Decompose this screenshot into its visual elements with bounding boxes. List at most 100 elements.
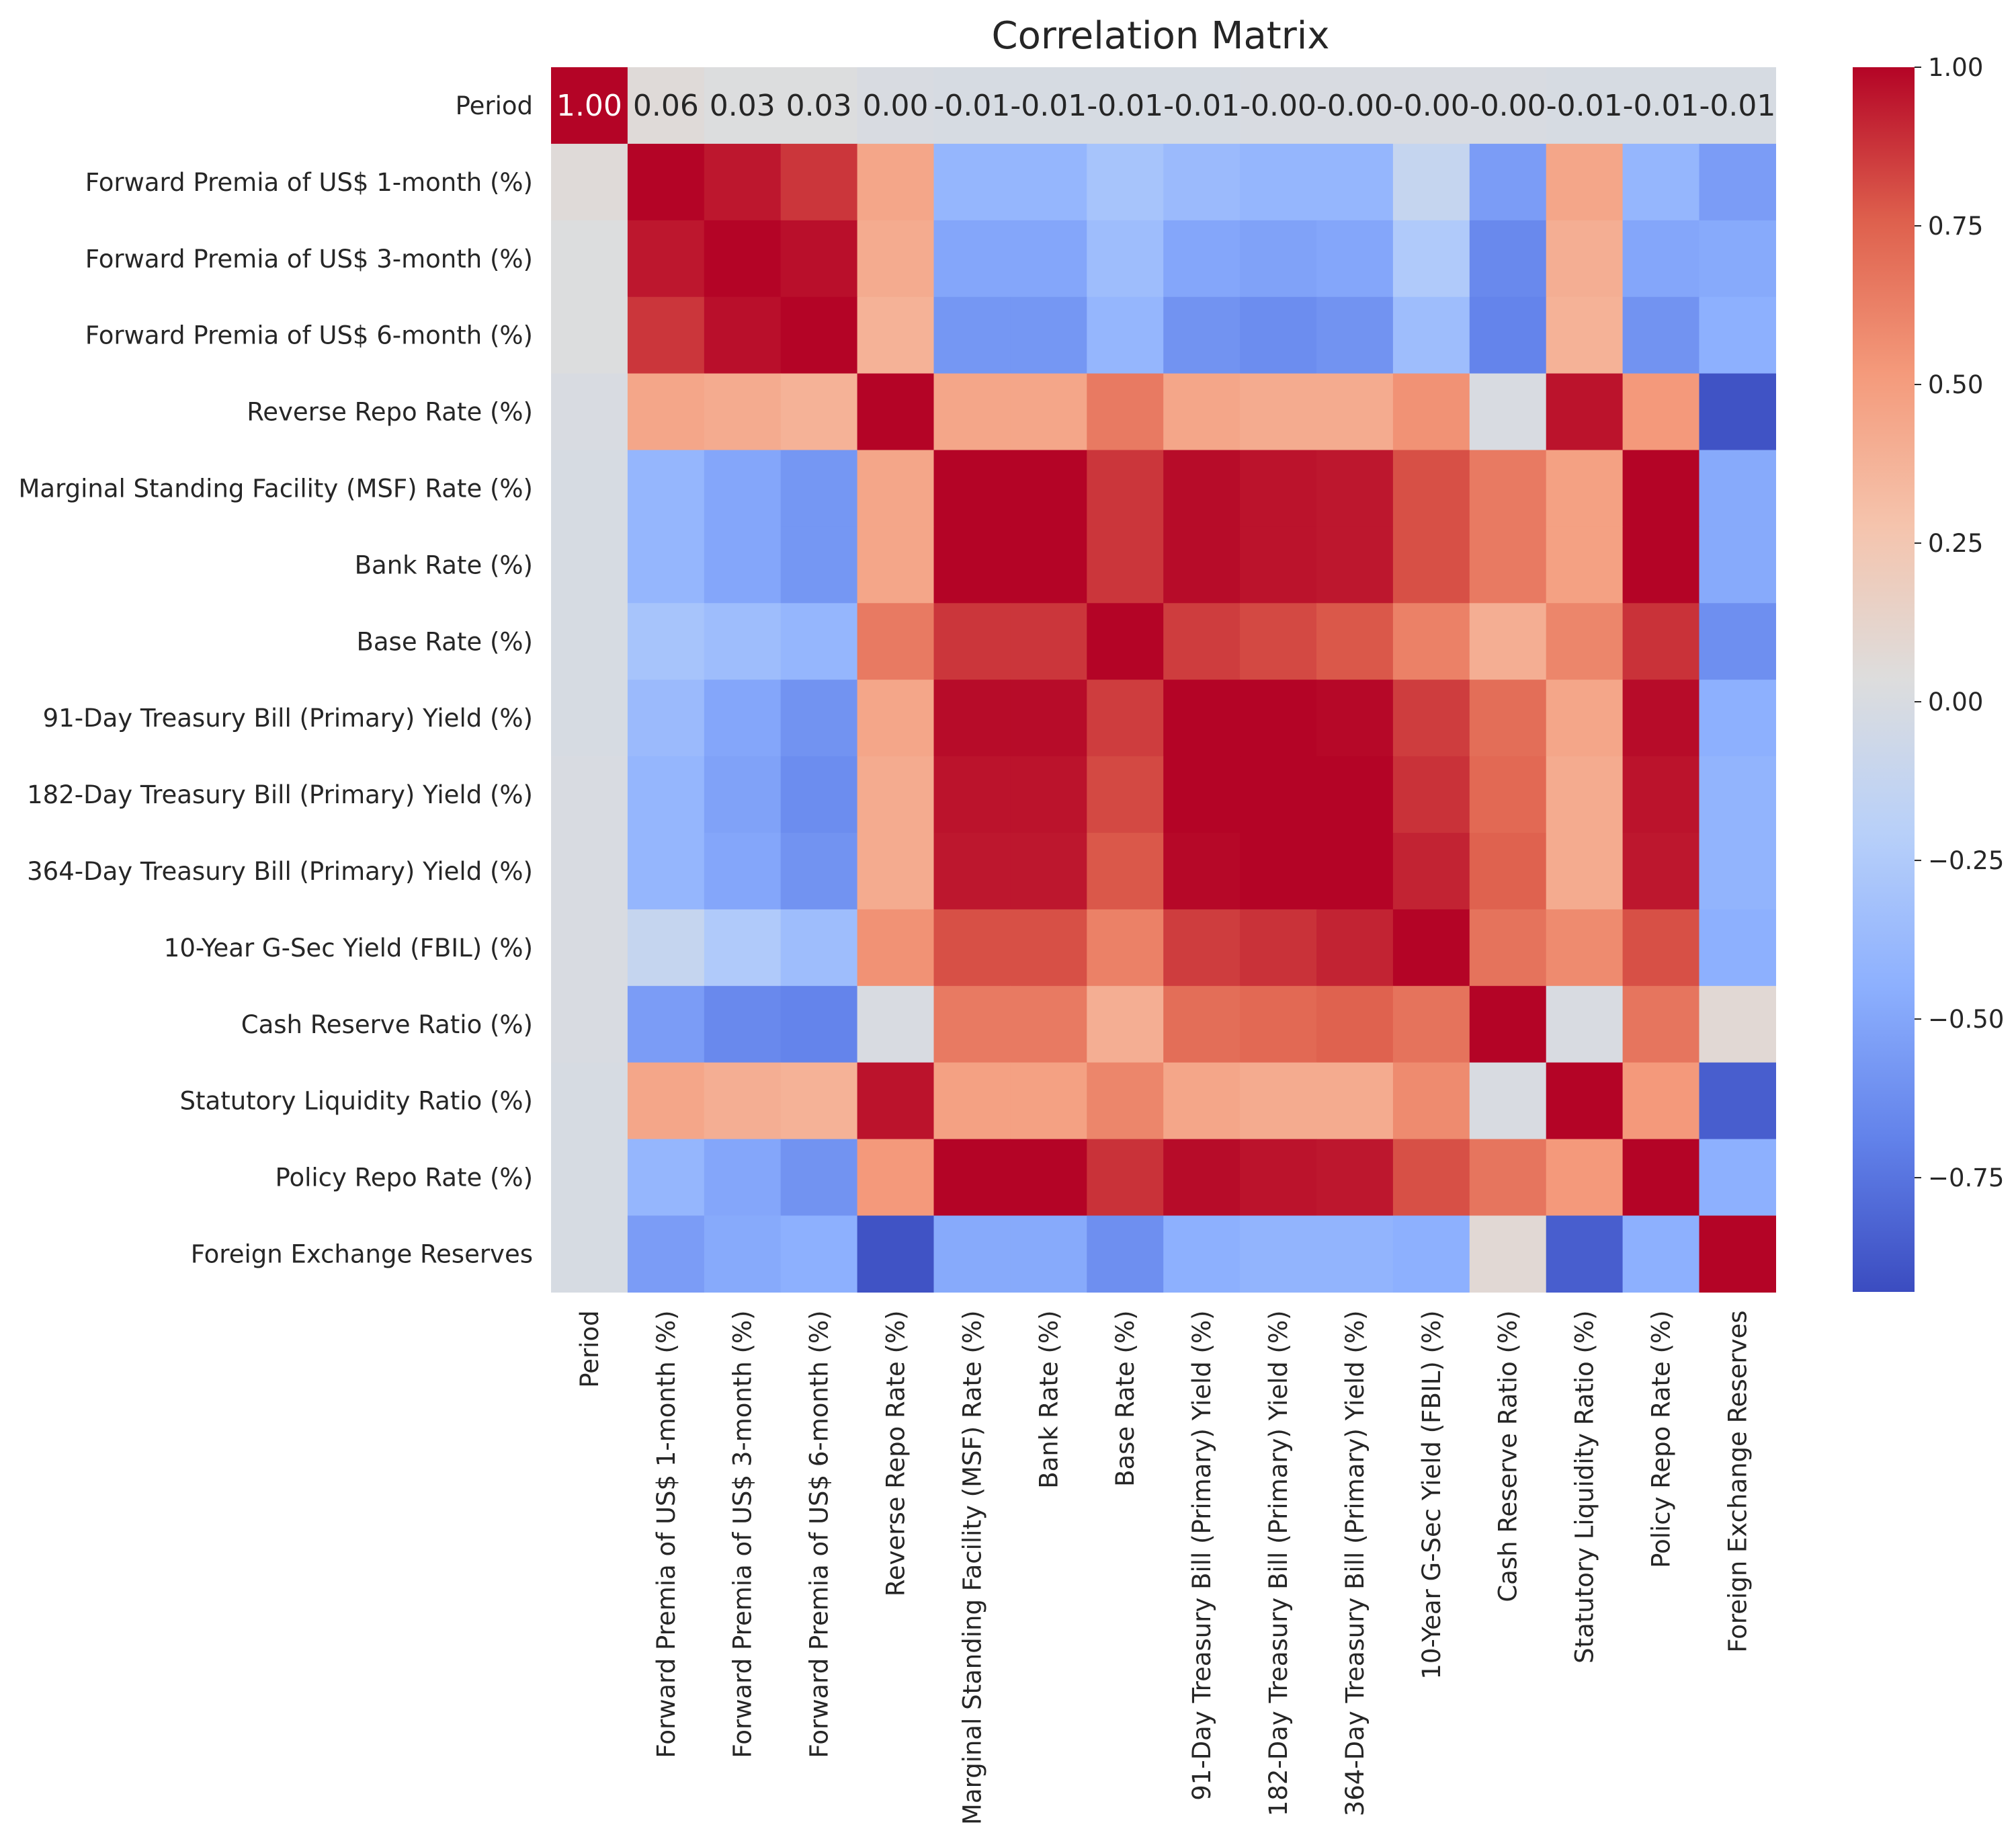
y-tick-label: Bank Rate (%) [355,550,533,579]
heatmap-cell [1010,1215,1087,1293]
heatmap-cell [933,1062,1011,1140]
heatmap-cell [704,1062,782,1140]
heatmap-cell [780,985,858,1063]
heatmap-cell [857,526,935,604]
heatmap-cell [1469,450,1547,527]
heatmap-cell [1316,526,1394,604]
heatmap-cell [1469,1062,1547,1140]
heatmap-cell [1546,833,1624,910]
heatmap-cell [1316,1215,1394,1293]
heatmap-cell [1392,909,1470,987]
heatmap-cell [1240,603,1317,680]
heatmap-cell [1010,296,1087,374]
y-tick-label: Forward Premia of US$ 6-month (%) [85,321,533,350]
x-tick-label: Statutory Liquidity Ratio (%) [1570,1310,1599,1663]
heatmap-cell [551,296,628,374]
heatmap-cell [1316,450,1394,527]
heatmap-cell [1316,603,1394,680]
cell-annotation: -0.01 [1010,89,1087,123]
heatmap-cell [857,680,935,757]
heatmap-cell [1699,1139,1776,1217]
heatmap-cell [1316,833,1394,910]
colorbar-tick-label: 0.50 [1928,370,1983,399]
heatmap-cell [1469,833,1547,910]
heatmap-cell [1469,67,1547,145]
heatmap-cell [1240,833,1317,910]
heatmap-cell [857,296,935,374]
y-tick-label: Base Rate (%) [357,627,534,656]
heatmap-cell [857,603,935,680]
heatmap-cell [1087,603,1164,680]
heatmap-cell [1087,680,1164,757]
heatmap-cell [704,143,782,221]
y-axis-labels: Period Forward Premia of US$ 1-month (%) F… [18,91,534,1268]
heatmap-cell [627,67,705,145]
cell-annotation: -0.01 [1546,89,1623,123]
colorbar-tick-label: −0.50 [1928,1005,2004,1034]
heatmap-cell [1163,1062,1241,1140]
heatmap-cell [1087,833,1164,910]
heatmap-cell [1469,143,1547,221]
heatmap-cell [1240,143,1317,221]
heatmap-cell [1622,373,1700,451]
heatmap-cell [1010,450,1087,527]
heatmap-cell [1622,909,1700,987]
heatmap-cell [1392,143,1470,221]
heatmap-cell [704,985,782,1063]
cell-annotation: -0.01 [1623,89,1699,123]
heatmap-cell [1087,909,1164,987]
cell-annotation: -0.01 [934,89,1011,123]
heatmap-cell [780,909,858,987]
heatmap-cell [1163,296,1241,374]
heatmap-cell [1240,909,1317,987]
heatmap-cell [704,603,782,680]
heatmap-cell [627,220,705,298]
heatmap-cell [1699,680,1776,757]
cell-annotation: -0.01 [1699,89,1776,123]
heatmap-cell [1622,1139,1700,1217]
heatmap-cell [551,526,628,604]
heatmap-cell [1622,450,1700,527]
heatmap-cell [933,1139,1011,1217]
heatmap-cell [1010,143,1087,221]
heatmap-cell [1087,450,1164,527]
heatmap-cell [704,526,782,604]
heatmap-annotations: 1.00 0.06 0.03 0.03 0.00 -0.01 -0.01 -0.01 -0.01… [556,89,1775,123]
heatmap-cell [1546,220,1624,298]
heatmap-cell [857,143,935,221]
heatmap-cell [1392,756,1470,833]
y-tick-label: Cash Reserve Ratio (%) [241,1010,533,1039]
heatmap-cell [1392,985,1470,1063]
cell-annotation: 0.06 [633,89,699,123]
x-tick-label: Cash Reserve Ratio (%) [1494,1310,1523,1602]
heatmap-cell [627,373,705,451]
cell-annotation: 0.00 [863,89,929,123]
colorbar-gradient [1853,67,1915,1292]
x-axis-labels: Period Forward Premia of US$ 1-month (%) F… [575,1310,1752,1825]
y-tick-label: 364-Day Treasury Bill (Primary) Yield (%… [27,857,533,886]
heatmap-cell [627,1139,705,1217]
heatmap-cell [1622,985,1700,1063]
heatmap-cell [627,143,705,221]
y-tick-label: Period [456,91,533,120]
colorbar-tick-label: 0.00 [1928,688,1983,717]
heatmap-cell [1392,450,1470,527]
heatmap-cell [1163,756,1241,833]
heatmap-cell [1546,526,1624,604]
heatmap-cell [780,526,858,604]
heatmap-cell [1240,220,1317,298]
x-tick-label: Reverse Repo Rate (%) [882,1310,911,1596]
heatmap-cell [857,1215,935,1293]
heatmap-cell [1546,450,1624,527]
heatmap-cell [1087,1062,1164,1140]
heatmap-cell [933,526,1011,604]
heatmap-cell [1469,756,1547,833]
heatmap-cell [704,909,782,987]
heatmap-cell [933,450,1011,527]
heatmap-cell [780,680,858,757]
heatmap-cell [1699,985,1776,1063]
heatmap-cell [933,909,1011,987]
heatmap-cell [1163,143,1241,221]
cell-annotation: -0.01 [1087,89,1163,123]
